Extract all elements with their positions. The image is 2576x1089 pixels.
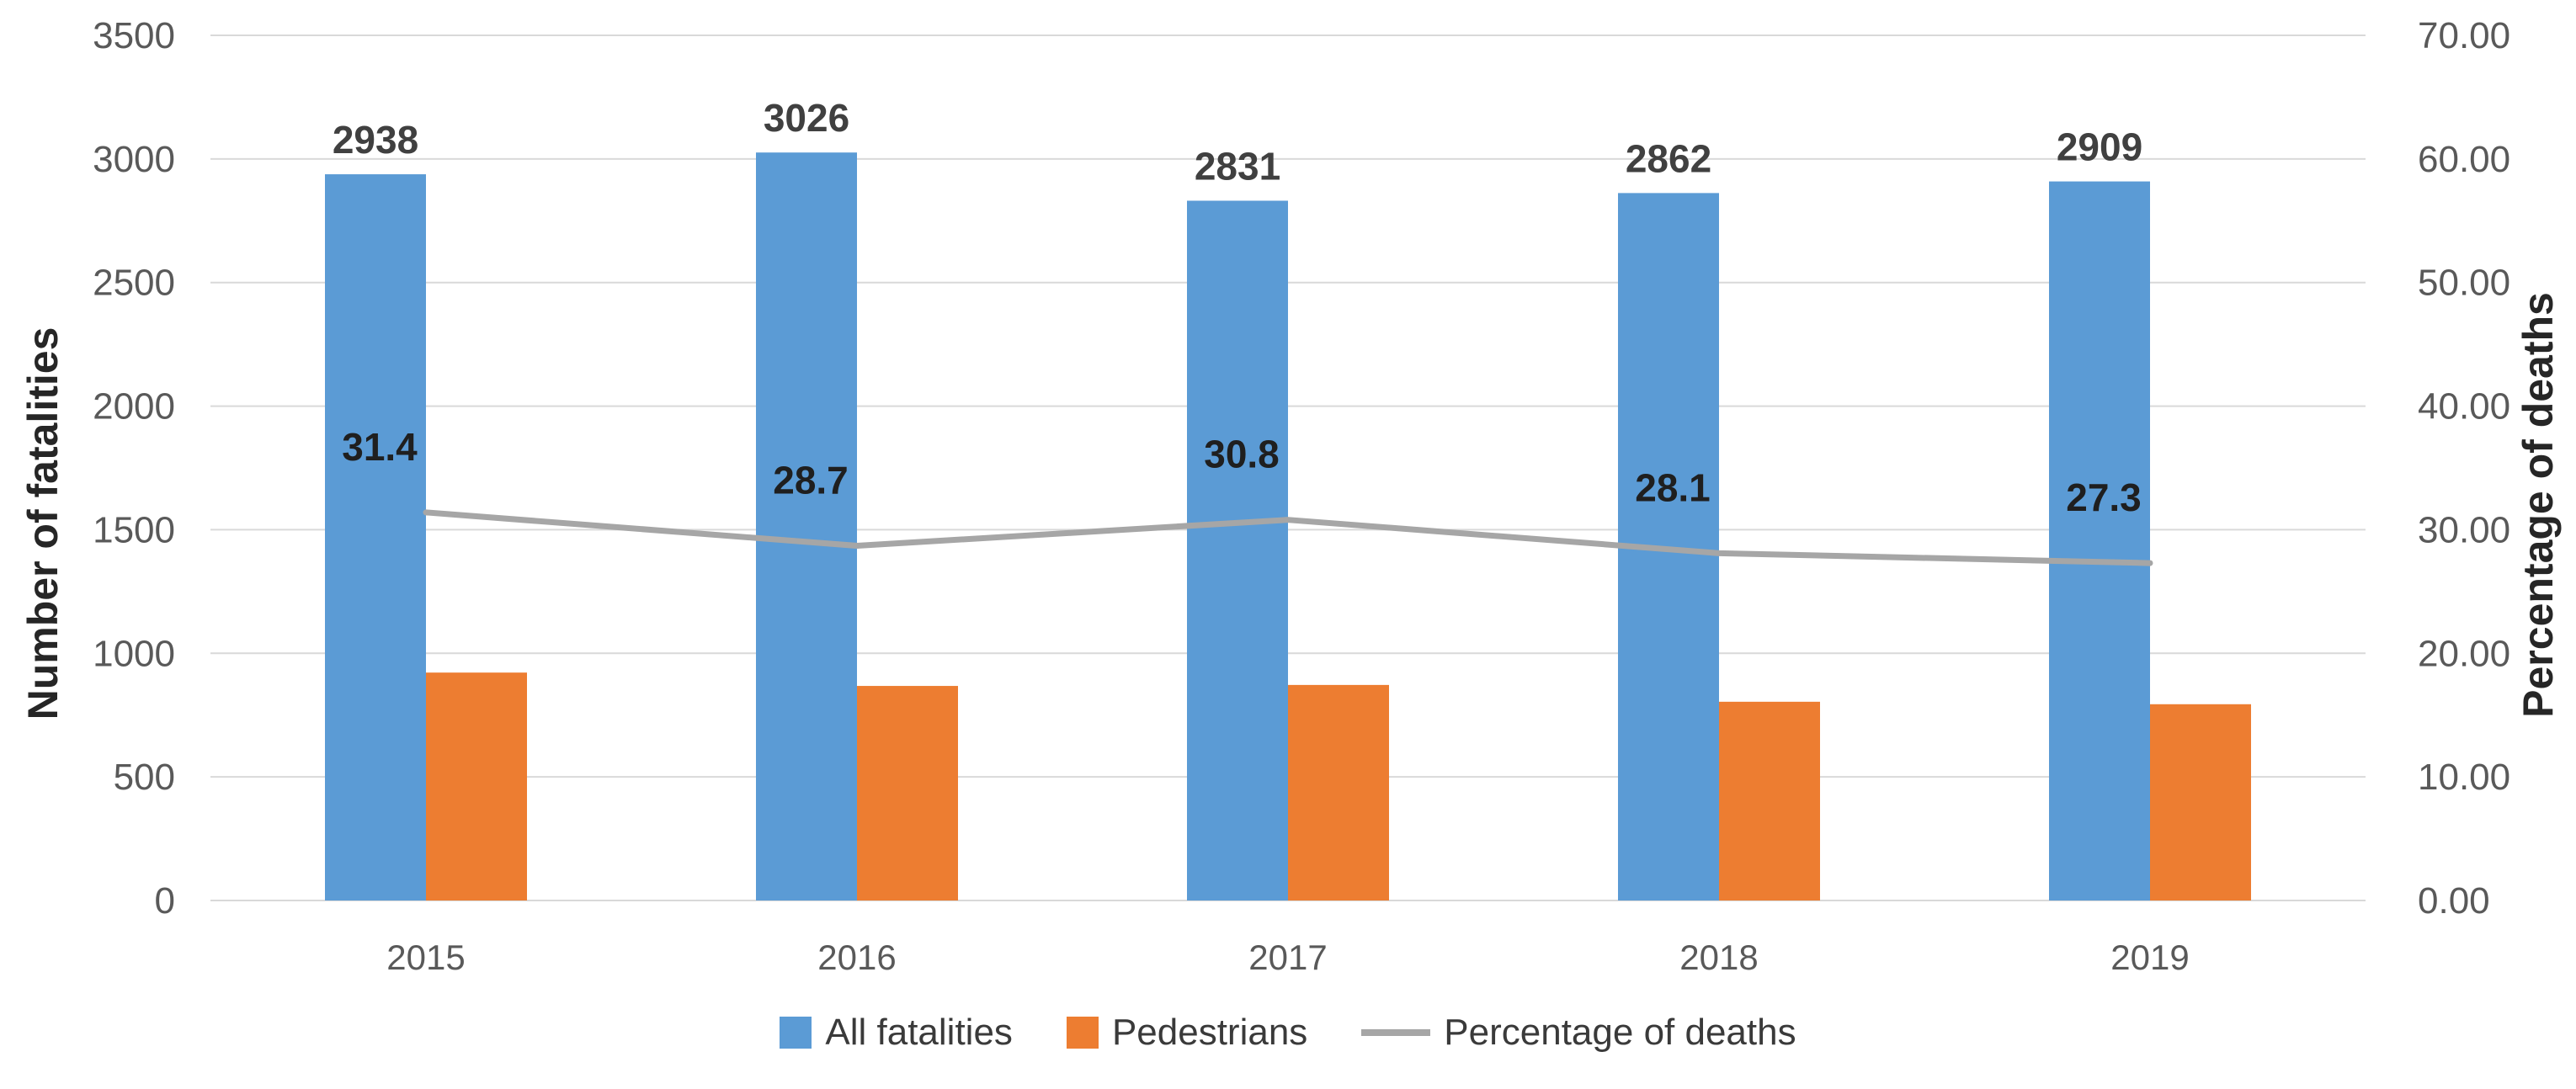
bar-value-label: 3026 [764, 96, 849, 140]
y-axis-tick-left: 3000 [93, 139, 175, 180]
bar-all-fatalities [2049, 181, 2150, 900]
bar-value-label: 2831 [1195, 144, 1280, 188]
bar-all-fatalities [325, 174, 426, 900]
bar-pedestrians [857, 686, 958, 900]
legend-item-all-fatalities: All fatalities [780, 1012, 1013, 1054]
y-axis-tick-left: 2500 [93, 263, 175, 304]
line-point-label: 27.3 [2066, 475, 2142, 519]
y-axis-tick-left: 2000 [93, 386, 175, 428]
y-axis-tick-right: 70.00 [2418, 15, 2510, 56]
y-axis-tick-left: 1500 [93, 509, 175, 550]
all-fatalities-swatch-icon [780, 1017, 812, 1049]
x-axis-label: 2018 [1679, 938, 1758, 977]
line-point-label: 28.7 [773, 459, 849, 502]
y-axis-tick-right: 0.00 [2418, 880, 2490, 922]
bar-value-label: 2909 [2057, 125, 2142, 169]
y-axis-tick-right: 60.00 [2418, 139, 2510, 180]
legend-label-percentage-of-deaths: Percentage of deaths [1444, 1012, 1796, 1053]
legend-label-all-fatalities: All fatalities [825, 1012, 1013, 1053]
bar-value-label: 2938 [333, 118, 418, 162]
x-axis-label: 2019 [2110, 938, 2189, 977]
bar-pedestrians [1288, 684, 1389, 900]
bar-pedestrians [1719, 701, 1820, 900]
line-point-label: 31.4 [342, 425, 418, 469]
percentage-line-swatch-icon [1361, 1029, 1431, 1036]
line-percentage-of-deaths [423, 509, 2153, 566]
legend-item-pedestrians: Pedestrians [1066, 1012, 1308, 1054]
y-axis-title-left: Number of fatalities [19, 327, 67, 720]
y-axis-tick-left: 0 [155, 880, 175, 922]
line-point-label: 30.8 [1204, 433, 1280, 476]
y-axis-tick-right: 30.00 [2418, 509, 2510, 550]
legend: All fatalities Pedestrians Percentage of… [0, 1012, 2576, 1054]
bar-pedestrians [2150, 704, 2251, 900]
x-axis-label: 2016 [817, 938, 896, 977]
legend-label-pedestrians: Pedestrians [1111, 1012, 1308, 1053]
y-axis-tick-right: 50.00 [2418, 263, 2510, 304]
y-axis-tick-left: 3500 [93, 15, 175, 56]
bar-all-fatalities [756, 152, 857, 900]
y-axis-tick-right: 20.00 [2418, 633, 2510, 674]
x-axis-label: 2015 [386, 938, 465, 977]
y-axis-tick-right: 40.00 [2418, 386, 2510, 428]
bar-value-label: 2862 [1626, 136, 1711, 180]
pedestrians-swatch-icon [1066, 1017, 1099, 1049]
bar-pedestrians [426, 672, 527, 900]
y-axis-title-right: Percentage of deaths [2515, 292, 2562, 718]
bar-all-fatalities [1187, 200, 1288, 900]
line-point-label: 28.1 [1635, 465, 1711, 509]
y-axis-tick-left: 1000 [93, 633, 175, 674]
y-axis-tick-right: 10.00 [2418, 757, 2510, 798]
legend-item-percentage-of-deaths: Percentage of deaths [1361, 1012, 1796, 1054]
x-axis-label: 2017 [1248, 938, 1327, 977]
y-axis-tick-left: 500 [114, 757, 175, 798]
